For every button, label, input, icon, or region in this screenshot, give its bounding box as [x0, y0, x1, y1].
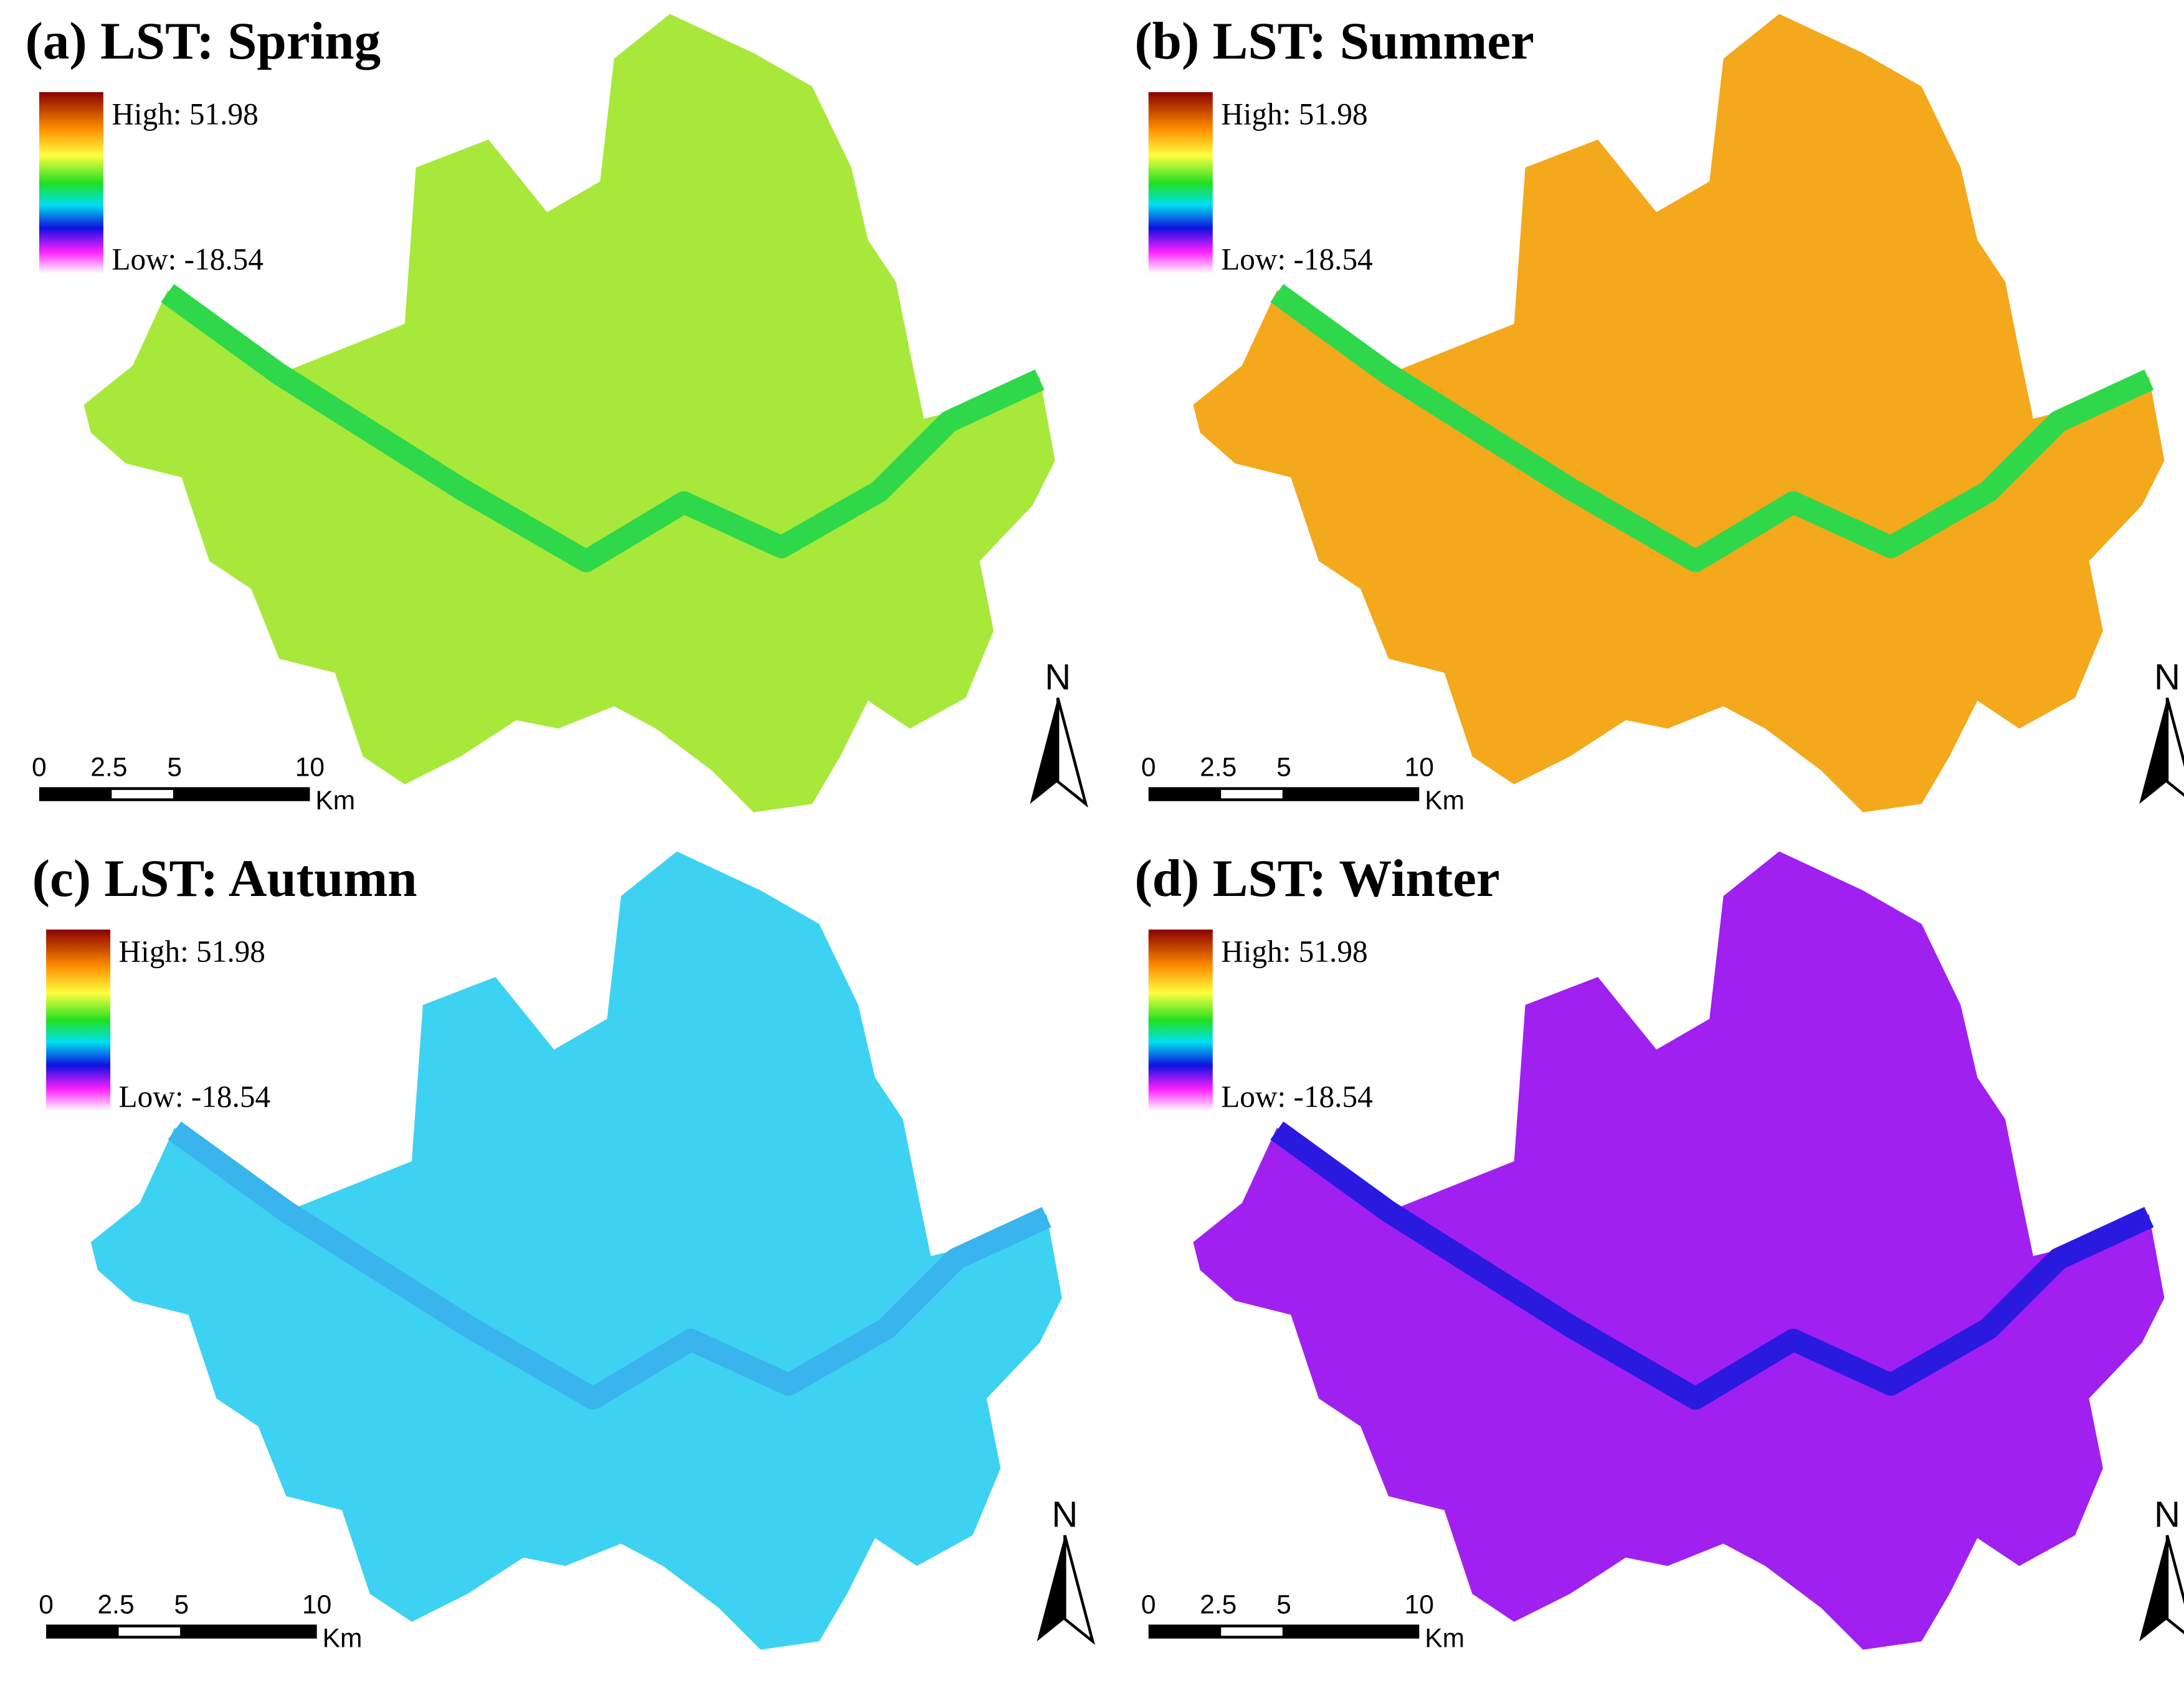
scale-bar — [1148, 1624, 1420, 1639]
scale-label: 10 — [1405, 1590, 1434, 1620]
river — [168, 1121, 1052, 1410]
north-arrow — [1037, 1535, 1065, 1642]
panel-title: (b) LST: Summer — [1134, 12, 1534, 70]
legend-low: Low: -18.54 — [1221, 1079, 1373, 1113]
legend-low: Low: -18.54 — [1221, 242, 1373, 276]
river — [1270, 283, 2154, 573]
city-area — [83, 14, 1055, 812]
north-label: N — [2154, 1495, 2180, 1535]
north-arrow-half — [1056, 697, 1088, 808]
north-arrow-half — [2165, 697, 2184, 797]
legend-ramp — [1148, 929, 1213, 1112]
scale-label: 2.5 — [1200, 752, 1237, 782]
scale-label: 5 — [1276, 1590, 1291, 1620]
north-arrow — [2139, 698, 2167, 804]
north-arrow — [1030, 698, 1058, 804]
scale-label: 10 — [1405, 752, 1434, 782]
scale-bar-gap — [118, 1627, 181, 1636]
legend-low: Low: -18.54 — [112, 242, 264, 276]
river — [161, 283, 1045, 573]
scale-label: 5 — [174, 1590, 189, 1620]
scale-unit: Km — [1425, 1623, 1465, 1653]
legend-high: High: 51.98 — [1221, 97, 1367, 131]
legend-low: Low: -18.54 — [119, 1079, 271, 1113]
scale-label: 2.5 — [1200, 1590, 1237, 1620]
map-panel: (c) LST: Autumn High: 51.98 Low: -18.54 0 2.… — [32, 849, 1096, 1653]
scale-label: 0 — [1141, 1590, 1156, 1620]
north-label: N — [1045, 657, 1071, 698]
legend-ramp — [39, 92, 103, 274]
scale-bar-gap — [1221, 789, 1283, 799]
panel-title: (c) LST: Autumn — [32, 849, 417, 908]
panel-title: (d) LST: Winter — [1134, 849, 1499, 908]
legend-ramp — [1148, 92, 1213, 274]
legend-high: High: 51.98 — [1221, 934, 1367, 968]
north-label: N — [1052, 1495, 1078, 1535]
scale-bar-gap — [112, 789, 173, 799]
north-label: N — [2154, 657, 2180, 698]
scale-label: 5 — [167, 752, 182, 782]
legend-high: High: 51.98 — [112, 97, 258, 131]
city-area — [1193, 14, 2165, 812]
legend-ramp — [46, 929, 111, 1112]
scale-label: 2.5 — [90, 752, 127, 782]
scale-unit: Km — [1425, 786, 1465, 816]
scale-label: 5 — [1276, 752, 1291, 782]
scale-label: 0 — [32, 752, 47, 782]
scale-bar-gap — [1221, 1627, 1283, 1636]
scale-label: 10 — [295, 752, 325, 782]
north-arrow-half — [1063, 1535, 1096, 1646]
north-arrow — [2139, 1535, 2167, 1642]
north-arrow-half — [2165, 1535, 2184, 1634]
river — [1270, 1121, 2154, 1410]
scale-unit: Km — [323, 1623, 363, 1653]
scale-label: 10 — [302, 1590, 331, 1620]
city-area — [1193, 851, 2165, 1650]
scale-unit: Km — [315, 786, 355, 816]
scale-label: 0 — [1141, 752, 1156, 782]
scale-bar — [46, 1624, 317, 1639]
scale-label: 0 — [39, 1590, 54, 1620]
panel-title: (a) LST: Spring — [25, 12, 381, 70]
map-panel: (d) LST: Winter High: 51.98 Low: -18.54 0 2.… — [1134, 849, 2184, 1653]
map-panel: (b) LST: Summer High: 51.98 Low: -18.54 0 2.… — [1134, 12, 2184, 816]
legend-high: High: 51.98 — [119, 934, 265, 968]
city-area — [90, 851, 1062, 1650]
scale-bar — [39, 787, 310, 801]
map-panel: (a) LST: Spring High: 51.98 Low: -18.54 0 2.… — [25, 12, 1088, 816]
scale-bar — [1148, 787, 1420, 801]
scale-label: 2.5 — [97, 1590, 134, 1620]
